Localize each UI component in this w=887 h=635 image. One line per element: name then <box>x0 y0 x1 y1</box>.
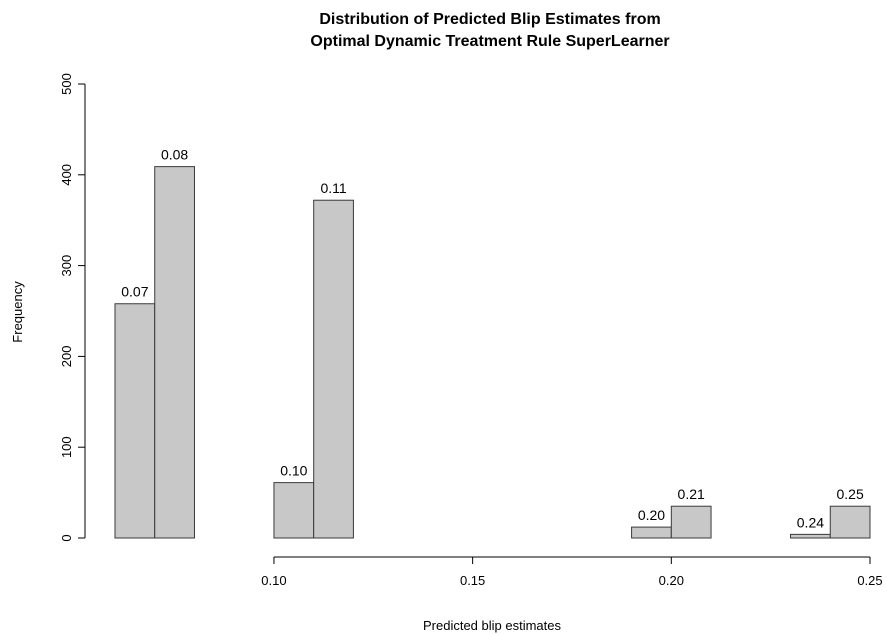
y-axis-label: Frequency <box>10 281 25 343</box>
y-tick-label: 400 <box>59 164 74 186</box>
histogram-bar <box>273 482 315 539</box>
bar-data-label: 0.10 <box>280 463 307 479</box>
x-tick-label: 0.20 <box>659 573 684 588</box>
bar-data-label: 0.08 <box>161 147 188 163</box>
x-tick-label: 0.10 <box>261 573 286 588</box>
y-axis: 0 100 200 300 400 500 <box>59 73 86 542</box>
bar-data-label: 0.24 <box>797 514 824 530</box>
y-tick-label: 200 <box>59 346 74 368</box>
x-axis: 0.10 0.15 0.20 0.25 <box>261 556 883 588</box>
bar-data-label: 0.21 <box>678 486 705 502</box>
histogram-bar <box>790 533 831 539</box>
bar-data-label: 0.11 <box>320 180 346 196</box>
y-tick-label: 500 <box>59 73 74 95</box>
chart-title-line-2: Optimal Dynamic Treatment Rule SuperLear… <box>310 33 669 50</box>
x-tick-label: 0.25 <box>857 573 882 588</box>
histogram-bar <box>313 199 354 539</box>
bar-data-label: 0.20 <box>638 507 665 523</box>
y-tick-label: 300 <box>59 255 74 277</box>
bar-data-label: 0.25 <box>837 486 864 502</box>
y-tick-label: 0 <box>59 534 74 541</box>
histogram-bar <box>670 505 712 539</box>
chart-title-line-1: Distribution of Predicted Blip Estimates… <box>319 11 660 28</box>
bars-group <box>114 166 871 539</box>
bar-data-label: 0.07 <box>121 284 148 300</box>
histogram-bar <box>631 526 672 539</box>
bar-labels-group: 0.07 0.08 0.10 0.11 0.20 0.21 0.24 0.25 <box>121 147 864 531</box>
x-axis-label: Predicted blip estimates <box>423 618 562 633</box>
y-tick-label: 100 <box>59 436 74 458</box>
histogram-bar <box>114 303 156 539</box>
histogram-bar <box>829 505 871 539</box>
x-tick-label: 0.15 <box>460 573 485 588</box>
histogram-bar <box>154 166 195 539</box>
